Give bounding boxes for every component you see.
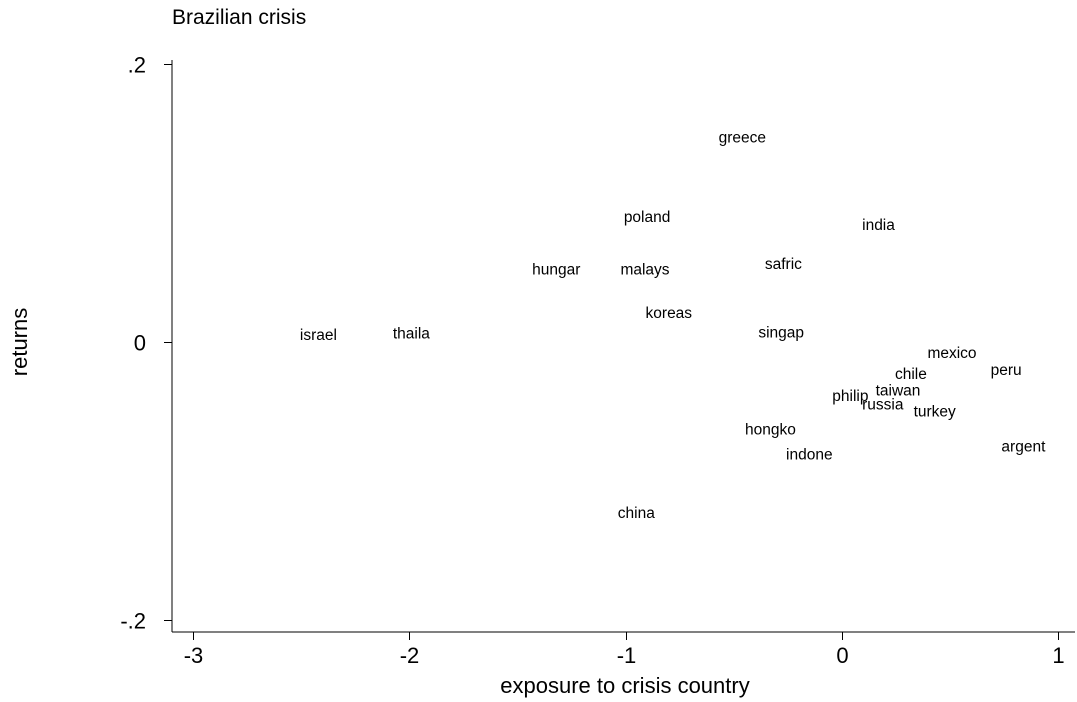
y-axis-title: returns	[7, 308, 32, 376]
point-label-philip: philip	[832, 388, 868, 405]
y-tick-label: 0	[134, 331, 146, 356]
point-label-thaila: thaila	[393, 326, 430, 343]
y-tick-label: .2	[128, 53, 146, 78]
point-label-greece: greece	[719, 130, 766, 147]
x-tick-label: -3	[184, 643, 204, 668]
point-label-taiwan: taiwan	[876, 383, 921, 400]
point-label-turkey: turkey	[914, 404, 956, 421]
point-label-israel: israel	[300, 327, 337, 344]
point-label-safric: safric	[765, 256, 802, 273]
point-label-peru: peru	[991, 362, 1022, 379]
point-label-russia: russia	[862, 397, 904, 414]
x-tick-label: 1	[1052, 643, 1064, 668]
chart-title: Brazilian crisis	[172, 6, 306, 29]
point-label-mexico: mexico	[927, 345, 976, 362]
point-label-indone: indone	[786, 447, 833, 464]
point-label-hongko: hongko	[745, 422, 796, 439]
point-label-koreas: koreas	[646, 305, 693, 322]
x-tick-label: 0	[836, 643, 848, 668]
point-label-poland: poland	[624, 209, 671, 226]
point-label-chile: chile	[895, 366, 927, 383]
x-axis-title: exposure to crisis country	[500, 673, 749, 698]
point-label-india: india	[862, 217, 895, 234]
plot-area: -3 -2 -1 0 1 .2 0 -.2 greece poland india hungar mal…	[120, 53, 1075, 668]
x-tick-label: -2	[400, 643, 420, 668]
y-tick-label: -.2	[120, 609, 146, 634]
point-label-singap: singap	[758, 324, 804, 341]
point-label-argent: argent	[1001, 438, 1046, 455]
point-label-hungar: hungar	[532, 262, 580, 279]
point-label-china: china	[618, 505, 655, 522]
point-label-malays: malays	[620, 262, 669, 279]
x-tick-label: -1	[617, 643, 637, 668]
